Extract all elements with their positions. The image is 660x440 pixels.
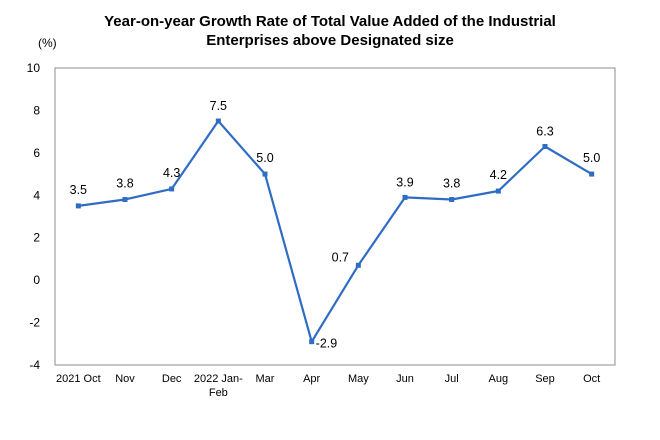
- data-point-marker: [402, 194, 408, 200]
- data-point-marker: [542, 143, 548, 149]
- x-tick-label: Dec: [162, 373, 182, 385]
- x-axis: 2021 Oct Nov Dec 2022 Jan- Feb Mar Apr May Jun Ju…: [56, 373, 600, 399]
- y-tick-label: 8: [33, 103, 40, 117]
- series-line: [78, 119, 593, 343]
- x-tick-label: 2022 Jan-: [194, 373, 243, 385]
- x-tick-label: Nov: [115, 373, 135, 385]
- x-tick-label: Sep: [535, 373, 555, 385]
- data-point-marker: [589, 171, 595, 177]
- x-tick-label: Oct: [583, 373, 600, 385]
- chart-title-line-2: Enterprises above Designated size: [206, 32, 454, 49]
- data-label: 5.0: [583, 151, 600, 165]
- data-label: 3.8: [443, 177, 460, 191]
- data-point-marker: [215, 118, 221, 124]
- y-tick-label: 0: [33, 273, 40, 287]
- plot-area-frame: [54, 67, 616, 366]
- x-tick-label: Jun: [396, 373, 414, 385]
- data-label: 6.3: [536, 124, 553, 138]
- x-tick-label: May: [348, 373, 369, 385]
- series-growth-rate: 3.5 3.8 4.3 7.5 5.0 -2.9 0.7 3.9 3.8 4.2 6.3 5.0: [70, 99, 601, 351]
- x-tick-label: Apr: [303, 373, 320, 385]
- data-point-marker: [169, 186, 175, 192]
- data-label: 4.2: [490, 168, 507, 182]
- data-label: 4.3: [163, 166, 180, 180]
- data-point-marker: [355, 262, 361, 268]
- y-axis: -4 -2 0 2 4 6 8 10: [27, 61, 41, 372]
- chart-title-line-1: Year-on-year Growth Rate of Total Value …: [104, 13, 556, 30]
- x-tick-label: Feb: [209, 387, 228, 399]
- x-tick-label: Mar: [256, 373, 275, 385]
- y-tick-label: 2: [33, 231, 40, 245]
- data-label: 7.5: [210, 99, 227, 113]
- y-tick-label: 4: [33, 188, 40, 202]
- data-point-marker: [75, 203, 81, 209]
- data-label: 5.0: [256, 151, 273, 165]
- data-label: -2.9: [316, 337, 338, 351]
- data-label: 3.9: [396, 175, 413, 189]
- chart-title: Year-on-year Growth Rate of Total Value …: [0, 12, 660, 50]
- x-tick-label: Jul: [445, 373, 459, 385]
- x-tick-label: 2021 Oct: [56, 373, 101, 385]
- data-point-marker: [309, 339, 315, 345]
- y-tick-label: -2: [29, 316, 40, 330]
- x-tick-label: Aug: [489, 373, 509, 385]
- data-point-marker: [122, 197, 128, 203]
- y-tick-label: -4: [29, 358, 40, 372]
- y-axis-unit: (%): [38, 36, 57, 50]
- y-tick-label: 6: [33, 146, 40, 160]
- data-label: 3.5: [70, 183, 87, 197]
- data-point-marker: [449, 197, 455, 203]
- data-label: 0.7: [332, 250, 349, 264]
- y-tick-label: 10: [27, 61, 41, 75]
- data-point-marker: [262, 171, 268, 177]
- data-label: 3.8: [116, 177, 133, 191]
- data-point-marker: [495, 188, 501, 194]
